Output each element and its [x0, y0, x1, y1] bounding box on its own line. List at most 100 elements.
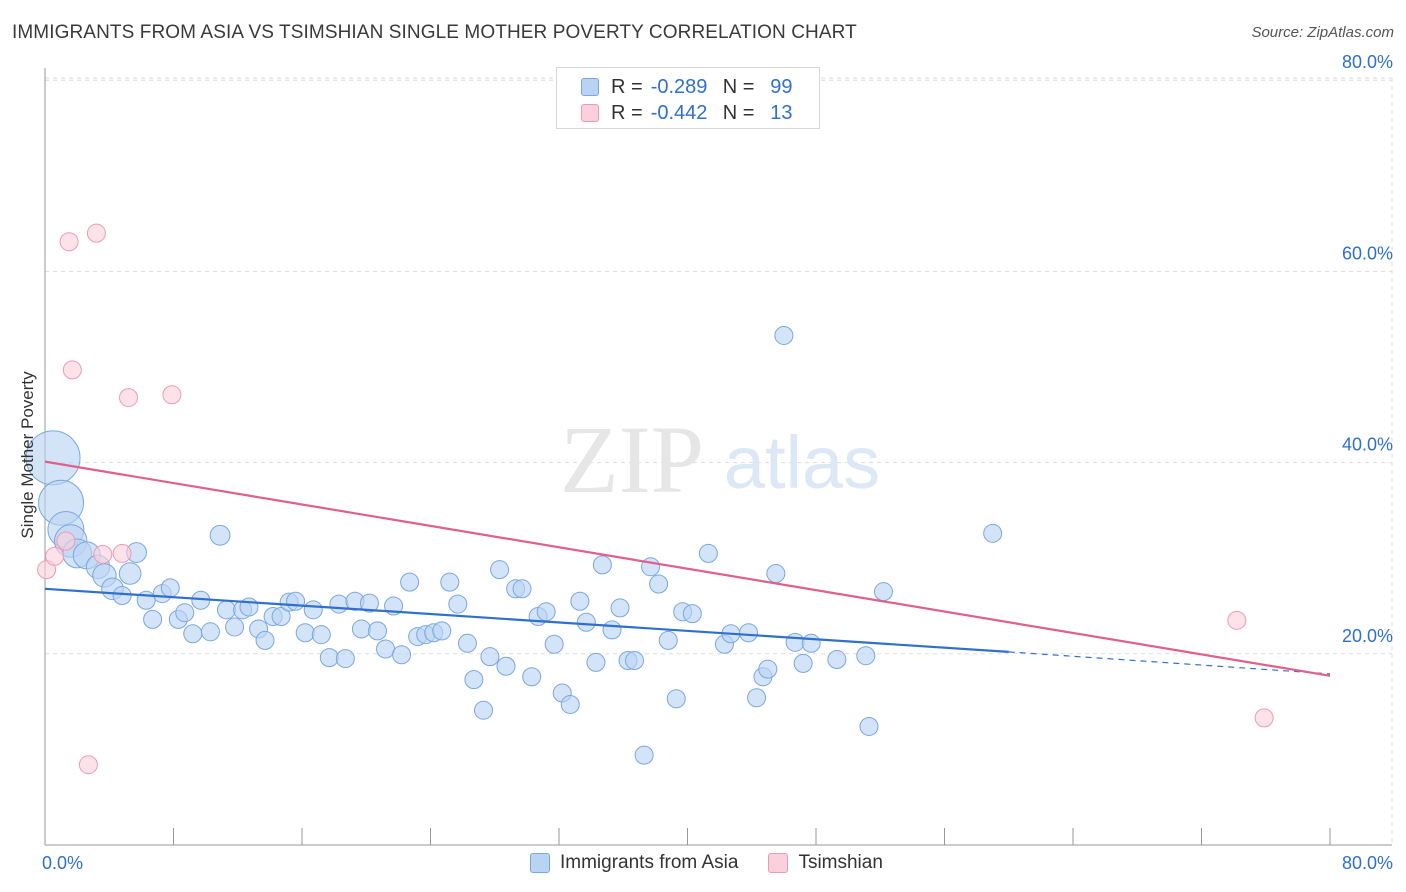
- y-axis-label: Single Mother Poverty: [18, 371, 37, 539]
- data-point: [432, 621, 452, 641]
- data-point: [119, 388, 139, 408]
- data-point: [560, 694, 580, 714]
- data-point: [440, 572, 460, 592]
- data-point: [392, 645, 412, 665]
- data-point: [592, 555, 612, 575]
- data-point: [624, 650, 644, 670]
- data-point: [400, 572, 420, 592]
- correlation-legend: R = -0.289 N = 99 R = -0.442 N = 13: [556, 67, 820, 129]
- legend-item-tsimshian[interactable]: Tsimshian: [768, 852, 883, 874]
- r-value: -0.289: [650, 75, 708, 98]
- data-point: [859, 716, 879, 736]
- series-legend: Immigrants from Asia Tsimshian: [530, 852, 913, 874]
- data-point: [464, 670, 484, 690]
- y-tick-label: 20.0%: [1342, 626, 1393, 646]
- data-point: [739, 623, 759, 643]
- data-point: [376, 639, 396, 659]
- legend-row-blue: R = -0.289 N = 99: [581, 75, 798, 99]
- data-point: [698, 543, 718, 563]
- grid-lines: [45, 77, 1393, 845]
- legend-swatch-blue: [530, 853, 550, 873]
- source-label: Source: ZipAtlas.com: [1251, 24, 1394, 41]
- data-point: [474, 700, 494, 720]
- data-point: [143, 609, 163, 629]
- data-point: [255, 630, 275, 650]
- data-point: [512, 579, 532, 599]
- data-point: [602, 620, 622, 640]
- data-point: [175, 603, 195, 623]
- data-point: [801, 633, 821, 653]
- data-point: [610, 598, 630, 618]
- r-label: R =: [611, 75, 643, 98]
- data-point: [118, 562, 142, 585]
- data-point: [827, 650, 847, 670]
- data-point: [359, 593, 379, 613]
- data-point: [271, 607, 291, 627]
- data-point: [367, 621, 387, 641]
- trend-line-extension: [1008, 651, 1331, 675]
- data-point: [225, 617, 245, 637]
- watermark: ZIP atlas: [560, 406, 880, 513]
- data-point: [758, 659, 778, 679]
- r-value: -0.442: [650, 101, 708, 124]
- data-point: [873, 582, 893, 602]
- data-point: [183, 624, 203, 644]
- data-point: [634, 745, 654, 765]
- data-point: [200, 622, 220, 642]
- n-label: N =: [722, 75, 755, 98]
- axes: [44, 68, 1392, 846]
- x-tick-label: 80.0%: [1342, 853, 1393, 873]
- data-point: [457, 633, 477, 653]
- data-point: [59, 232, 79, 252]
- series-tsimshian: [37, 223, 1274, 775]
- data-point: [319, 648, 339, 668]
- data-point: [162, 385, 182, 405]
- trend-line-immigrants-from-asia: [44, 587, 1009, 653]
- n-label: N =: [722, 101, 755, 124]
- data-point: [62, 360, 82, 380]
- n-value: 13: [770, 101, 793, 124]
- data-point: [793, 653, 813, 673]
- series-immigrants-from-asia: [25, 325, 1003, 765]
- data-point: [666, 689, 686, 709]
- data-point: [93, 544, 113, 564]
- data-point: [1254, 708, 1274, 728]
- legend-item-immigrants-from-asia[interactable]: Immigrants from Asia: [530, 852, 738, 874]
- data-point: [576, 612, 596, 632]
- data-point: [480, 647, 500, 667]
- data-point: [112, 585, 132, 605]
- data-point: [766, 563, 786, 583]
- legend-label: Tsimshian: [798, 852, 883, 873]
- data-point: [335, 649, 355, 669]
- x-tick-label: 0.0%: [42, 853, 83, 873]
- data-point: [209, 524, 231, 546]
- data-point: [351, 619, 371, 639]
- data-point: [112, 543, 132, 563]
- data-point: [490, 560, 510, 580]
- data-point: [747, 688, 767, 708]
- data-point: [658, 630, 678, 650]
- n-value: 99: [770, 75, 793, 98]
- data-point: [86, 223, 106, 243]
- data-point: [649, 574, 669, 594]
- data-point: [311, 625, 331, 645]
- data-point: [522, 667, 542, 687]
- trend-line-tsimshian: [44, 460, 1331, 677]
- data-point: [544, 634, 564, 654]
- tick-labels: 20.0% 40.0% 60.0% 80.0% 0.0% 80.0%: [42, 52, 1393, 873]
- data-point: [217, 600, 237, 620]
- data-point: [682, 604, 702, 624]
- data-point: [303, 600, 323, 620]
- data-point: [785, 632, 805, 652]
- legend-row-pink: R = -0.442 N = 13: [581, 101, 798, 125]
- chart-title: IMMIGRANTS FROM ASIA VS TSIMSHIAN SINGLE…: [12, 22, 857, 43]
- data-point: [295, 623, 315, 643]
- data-point: [1227, 610, 1247, 630]
- y-tick-label: 60.0%: [1342, 243, 1393, 263]
- watermark-zip: ZIP: [560, 406, 704, 513]
- data-point: [774, 325, 794, 345]
- data-point: [160, 578, 180, 598]
- y-tick-label: 40.0%: [1342, 435, 1393, 455]
- data-point: [329, 594, 349, 614]
